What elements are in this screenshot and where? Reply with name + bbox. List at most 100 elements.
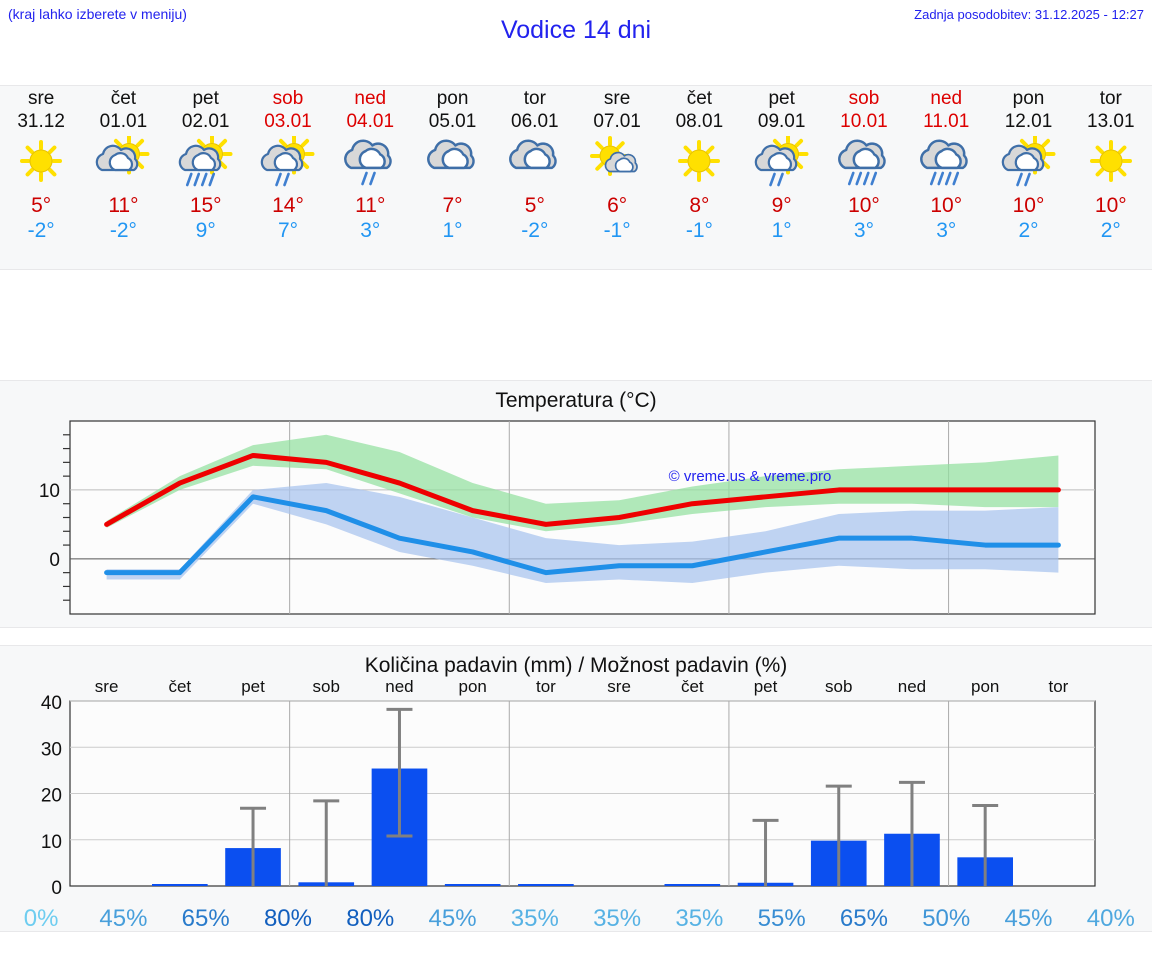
- forecast-day-column[interactable]: sob 10.01 10° 3°: [823, 86, 905, 269]
- forecast-day-name: sre: [27, 88, 55, 109]
- precipitation-day-label: sre: [607, 677, 631, 696]
- precipitation-probability-label: 80%: [263, 905, 312, 932]
- precipitation-day-label: pet: [754, 677, 778, 696]
- forecast-day-tmax: 5°: [31, 194, 52, 217]
- forecast-day-tmin: -2°: [521, 219, 549, 242]
- forecast-day-date: 05.01: [428, 111, 477, 132]
- forecast-day-column[interactable]: tor 06.01 5° -2°: [494, 86, 576, 269]
- temperature-chart-title: Temperatura (°C): [495, 389, 657, 412]
- forecast-day-column[interactable]: čet 08.01 8° -1°: [658, 86, 740, 269]
- weather-icon-sun-cloud-rain: [754, 136, 809, 187]
- forecast-day-tmax: 10°: [848, 194, 880, 217]
- precipitation-probability-label: 80%: [346, 905, 395, 932]
- forecast-day-date: 11.01: [923, 111, 970, 132]
- forecast-day-tmax: 10°: [1012, 194, 1045, 217]
- forecast-day-column[interactable]: čet 01.01 11° -2°: [82, 86, 164, 269]
- forecast-day-tmin: 2°: [1100, 219, 1121, 242]
- precipitation-error-bar: [898, 780, 925, 886]
- forecast-day-column[interactable]: pet 09.01 9° 1°: [741, 86, 823, 269]
- forecast-day-date: 12.01: [1004, 111, 1053, 132]
- daily-forecast-strip: sre 31.12 5° -2° čet 01.01 11° -2° pet 02.01 15° 9°…: [0, 85, 1152, 270]
- forecast-day-tmax: 10°: [930, 194, 963, 217]
- precipitation-probability-label: 45%: [1004, 905, 1053, 932]
- weather-icon-cloud-rain-heavy: [838, 139, 886, 186]
- uncertainty-band: [106, 434, 1059, 532]
- forecast-day-date: 09.01: [757, 111, 806, 132]
- precipitation-error-bar: [240, 806, 267, 886]
- precipitation-bar: [518, 884, 574, 886]
- temperature-series-line: [104, 494, 1061, 576]
- weather-icon-sun: [20, 140, 63, 182]
- forecast-day-name: sob: [272, 88, 304, 109]
- temperature-chart-panel: Temperatura (°C) 0 10 © vreme.us & vreme.p…: [0, 380, 1152, 628]
- forecast-day-name: pet: [192, 88, 219, 109]
- precipitation-probability-label: 0%: [23, 905, 59, 932]
- forecast-day-column[interactable]: ned 11.01 10° 3°: [905, 86, 987, 269]
- copyright-credit: © vreme.us & vreme.pro: [669, 468, 832, 485]
- forecast-day-name: pet: [768, 88, 795, 109]
- forecast-day-icon-wrap: [1000, 135, 1058, 191]
- forecast-day-icon-wrap: [94, 135, 152, 191]
- precipitation-probability-label: 45%: [428, 905, 477, 932]
- forecast-day-date: 08.01: [675, 111, 724, 132]
- forecast-day-column[interactable]: sre 07.01 6° -1°: [576, 86, 658, 269]
- forecast-day-column[interactable]: sob 03.01 14° 7°: [247, 86, 329, 269]
- precipitation-probability-label: 35%: [675, 905, 724, 932]
- forecast-day-icon-wrap: [506, 135, 564, 191]
- forecast-day-tmin: -1°: [685, 219, 713, 242]
- svg-text:20: 20: [41, 786, 62, 807]
- temperature-series-line: [104, 452, 1061, 527]
- forecast-day-tmin: -2°: [109, 219, 137, 242]
- forecast-day-name: ned: [930, 88, 963, 109]
- forecast-day-icon-wrap: [177, 135, 235, 191]
- forecast-day-column[interactable]: pon 12.01 10° 2°: [987, 86, 1069, 269]
- precipitation-chart-svg: sre čet pet sob ned pon tor sre čet pet sob ned pon t…: [41, 677, 1096, 899]
- svg-text:10: 10: [39, 481, 60, 502]
- precipitation-day-label: čet: [168, 677, 191, 696]
- precipitation-chart-title: Količina padavin (mm) / Možnost padavin …: [364, 654, 788, 677]
- precipitation-probability-label: 40%: [1086, 905, 1135, 932]
- precipitation-day-label: sob: [825, 677, 852, 696]
- forecast-day-date: 13.01: [1087, 111, 1135, 132]
- svg-text:40: 40: [41, 693, 62, 714]
- temperature-chart-svg: 0 10 © vreme.us & vreme.pro: [39, 420, 1096, 615]
- precipitation-day-label: ned: [385, 677, 413, 696]
- forecast-day-tmax: 8°: [689, 194, 710, 217]
- precipitation-day-label: sre: [95, 677, 119, 696]
- precipitation-day-label: pon: [971, 677, 999, 696]
- precipitation-day-label: čet: [681, 677, 704, 696]
- forecast-day-tmin: 1°: [442, 219, 463, 242]
- forecast-day-icon-wrap: [917, 135, 975, 191]
- weather-icon-cloud-rain: [344, 139, 393, 186]
- forecast-day-tmin: 1°: [771, 219, 792, 242]
- precipitation-error-bar: [972, 804, 999, 886]
- forecast-day-date: 02.01: [181, 111, 230, 132]
- forecast-day-column[interactable]: tor 13.01 10° 2°: [1070, 86, 1152, 269]
- precipitation-day-label: sob: [313, 677, 340, 696]
- precipitation-probability-label: 65%: [181, 905, 230, 932]
- forecast-day-tmax: 6°: [607, 194, 628, 217]
- weather-icon-sun-cloud: [96, 136, 150, 175]
- precipitation-day-label: pet: [241, 677, 265, 696]
- forecast-day-date: 06.01: [511, 111, 559, 132]
- forecast-day-tmax: 15°: [189, 194, 222, 217]
- forecast-day-column[interactable]: ned 04.01 11° 3°: [329, 86, 411, 269]
- forecast-day-name: ned: [354, 88, 387, 109]
- forecast-day-column[interactable]: pet 02.01 15° 9°: [165, 86, 247, 269]
- precipitation-probability-label: 45%: [99, 905, 148, 932]
- precipitation-chart-panel: Količina padavin (mm) / Možnost padavin …: [0, 645, 1152, 932]
- forecast-day-date: 31.12: [17, 111, 65, 132]
- svg-text:0: 0: [49, 550, 60, 571]
- precipitation-bar: [664, 884, 721, 886]
- forecast-day-column[interactable]: pon 05.01 7° 1°: [411, 86, 493, 269]
- forecast-day-tmin: 7°: [277, 219, 299, 242]
- precipitation-error-bar: [825, 784, 852, 886]
- weather-icon-sun-cloud-rain: [260, 136, 315, 187]
- weather-icon-sun-cloud-rain-heavy: [178, 136, 233, 187]
- svg-text:30: 30: [41, 739, 62, 760]
- menu-hint-text: (kraj lahko izberete v meniju): [8, 6, 187, 22]
- forecast-day-icon-wrap: [753, 135, 811, 191]
- precipitation-day-label: pon: [458, 677, 486, 696]
- forecast-day-column[interactable]: sre 31.12 5° -2°: [0, 86, 82, 269]
- precipitation-day-label: ned: [898, 677, 926, 696]
